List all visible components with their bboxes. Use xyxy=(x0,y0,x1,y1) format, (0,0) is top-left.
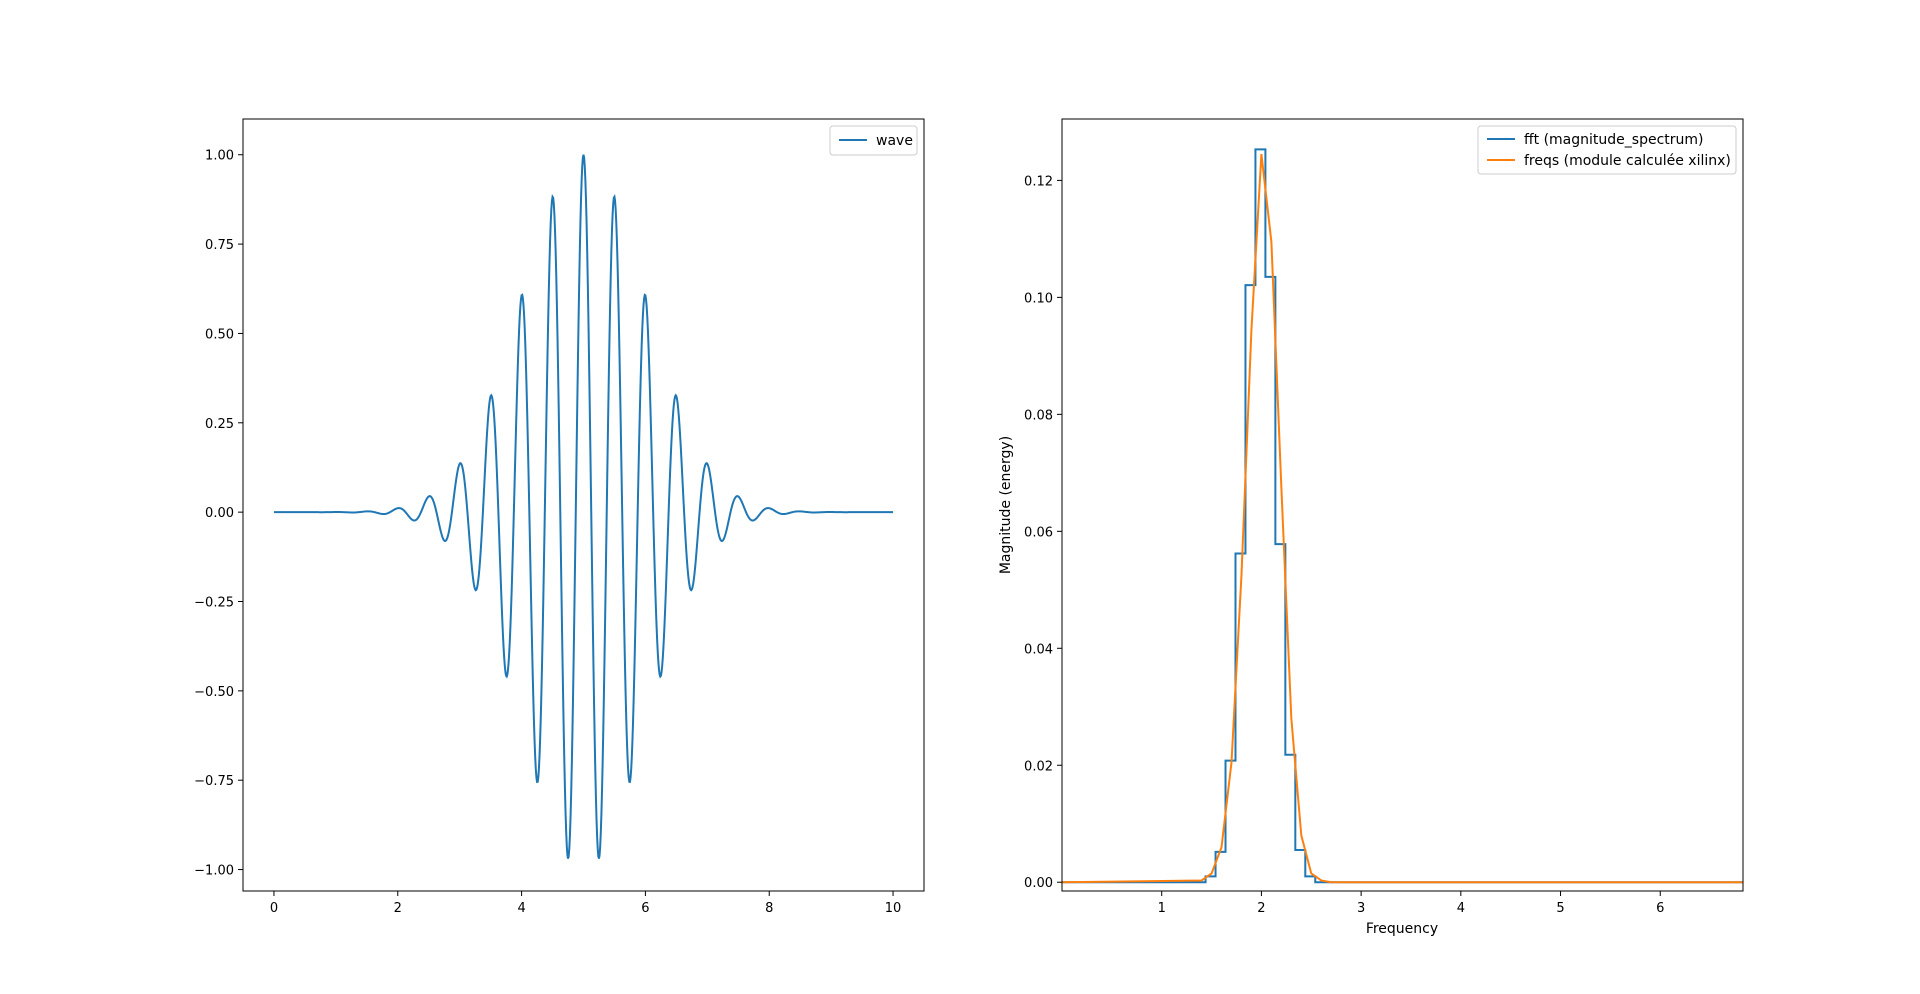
left-axes-frame xyxy=(242,118,925,892)
y-tick-label: 0.00 xyxy=(1024,876,1053,891)
y-tick-label: 0.06 xyxy=(1024,525,1053,540)
y-tick-label: 0.00 xyxy=(205,506,234,521)
y-tick-label: 0.10 xyxy=(1024,291,1053,306)
x-tick-label: 1 xyxy=(1158,901,1166,916)
y-tick-label: 0.12 xyxy=(1024,174,1053,189)
y-tick-label: −1.00 xyxy=(194,864,234,879)
right-legend: fft (magnitude_spectrum) freqs (module c… xyxy=(1477,125,1737,175)
y-tick-label: 0.25 xyxy=(205,417,234,432)
right-legend-box xyxy=(1477,125,1737,175)
x-tick-label: 4 xyxy=(1457,901,1465,916)
wave-line xyxy=(273,154,894,859)
spectrum-plot-area xyxy=(1062,148,1743,884)
right-y-ticks: 0.00 0.02 0.04 0.06 0.08 0.10 0.12 xyxy=(1024,174,1062,891)
freqs-line xyxy=(1062,153,1743,884)
y-tick-label: −0.75 xyxy=(194,774,234,789)
left-legend-box xyxy=(829,125,918,156)
x-tick-label: 3 xyxy=(1357,901,1365,916)
legend-fft-label: fft (magnitude_spectrum) xyxy=(1524,132,1703,148)
legend-freqs-label: freqs (module calculée xilinx) xyxy=(1524,153,1731,169)
fft-step-line xyxy=(1062,148,1743,884)
y-tick-label: −0.25 xyxy=(194,596,234,611)
y-tick-label: 1.00 xyxy=(205,149,234,164)
right-axes: 1 2 3 4 5 6 0.00 0.02 0.04 0.06 0.08 0.10 0.12 Freq… xyxy=(998,118,1744,937)
wave-plot-area xyxy=(273,154,894,859)
x-tick-label: 10 xyxy=(885,901,902,916)
left-x-ticks: 0 2 4 6 8 10 xyxy=(270,891,902,916)
x-tick-label: 8 xyxy=(765,901,773,916)
x-tick-label: 0 xyxy=(270,901,278,916)
y-tick-label: 0.02 xyxy=(1024,759,1053,774)
right-axes-frame xyxy=(1061,118,1744,892)
y-tick-label: 0.50 xyxy=(205,327,234,342)
x-tick-label: 5 xyxy=(1556,901,1564,916)
x-tick-label: 2 xyxy=(394,901,402,916)
x-tick-label: 4 xyxy=(517,901,525,916)
y-tick-label: 0.04 xyxy=(1024,642,1053,657)
left-y-ticks: −1.00 −0.75 −0.50 −0.25 0.00 0.25 0.50 0.75 1.00 xyxy=(194,149,243,879)
x-tick-label: 6 xyxy=(641,901,649,916)
right-x-axis-label: Frequency xyxy=(1366,921,1438,937)
right-y-axis-label: Magnitude (energy) xyxy=(998,436,1014,574)
y-tick-label: 0.75 xyxy=(205,238,234,253)
right-x-ticks: 1 2 3 4 5 6 xyxy=(1158,891,1664,916)
left-legend: wave xyxy=(829,125,918,156)
left-axes: 0 2 4 6 8 10 −1.00 −0.75 −0.50 −0.25 0.00 0.25 0.50… xyxy=(194,118,925,916)
x-tick-label: 2 xyxy=(1257,901,1265,916)
x-tick-label: 6 xyxy=(1656,901,1664,916)
y-tick-label: 0.08 xyxy=(1024,408,1053,423)
legend-wave-label: wave xyxy=(876,133,913,149)
y-tick-label: −0.50 xyxy=(194,685,234,700)
